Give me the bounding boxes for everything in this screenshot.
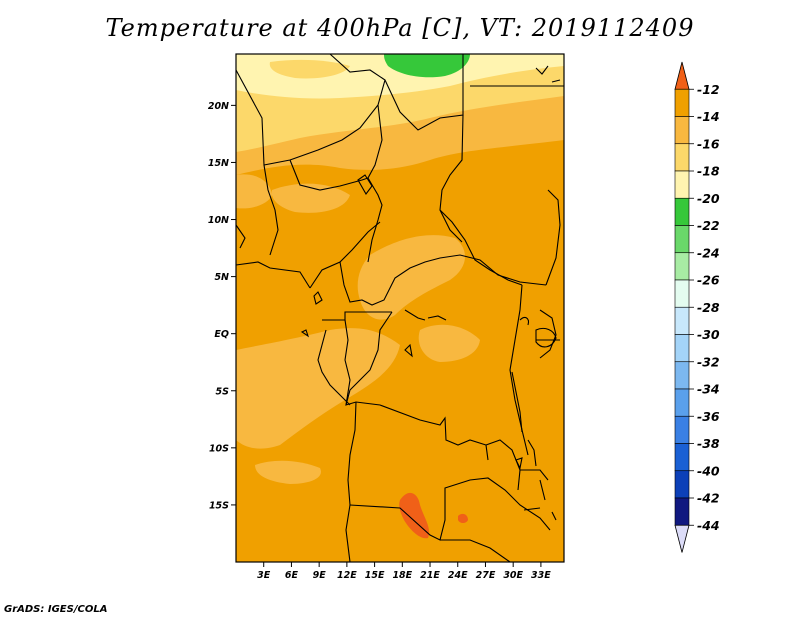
lon-tick-label: 9E bbox=[313, 570, 327, 581]
credit-label: GrADS: IGES/COLA bbox=[4, 604, 108, 615]
coastlines-lakes bbox=[235, 65, 561, 521]
legend-label: -14 bbox=[697, 109, 720, 124]
lon-tick-label: 30E bbox=[503, 570, 523, 581]
lon-tick-label: 24E bbox=[448, 570, 468, 581]
legend-label: -34 bbox=[697, 382, 720, 397]
legend-label: -32 bbox=[697, 354, 720, 369]
band-minus12-speck bbox=[458, 513, 468, 523]
temperature-field bbox=[236, 54, 564, 562]
legend-label: -16 bbox=[697, 136, 720, 151]
lat-tick-label: 10S bbox=[209, 443, 229, 454]
legend-swatch bbox=[674, 306, 690, 335]
legend-label: -36 bbox=[697, 409, 720, 424]
legend-swatch bbox=[674, 279, 690, 308]
lon-tick-label: 6E bbox=[285, 570, 299, 581]
lat-tick-label: 15N bbox=[208, 158, 229, 169]
legend-label: -20 bbox=[697, 191, 720, 206]
legend-swatch bbox=[674, 225, 690, 254]
legend-swatch bbox=[674, 170, 690, 199]
legend-swatch bbox=[674, 497, 690, 526]
color-legend: -12 -14 -16 -18 -20 -22 -24 -26 -28 -30 -32 -34 -36 -… bbox=[674, 61, 720, 553]
band-minus14-central bbox=[236, 140, 564, 562]
legend-label: -22 bbox=[697, 218, 720, 233]
band-minus22-green bbox=[384, 54, 470, 78]
legend-label: -42 bbox=[697, 491, 720, 506]
legend-label: -44 bbox=[697, 518, 720, 533]
legend-label: -38 bbox=[697, 436, 720, 451]
legend-swatch bbox=[674, 443, 690, 472]
longitude-axis: 3E 6E 9E 12E 15E 18E 21E 24E 27E 30E 33E bbox=[257, 562, 551, 581]
band-minus16-patch-south bbox=[255, 460, 321, 484]
legend-swatch bbox=[674, 116, 690, 145]
legend-label: -24 bbox=[697, 245, 720, 260]
lat-tick-label: EQ bbox=[214, 329, 229, 340]
lon-tick-label: 27E bbox=[476, 570, 496, 581]
lon-tick-label: 12E bbox=[337, 570, 357, 581]
lon-tick-label: 21E bbox=[420, 570, 440, 581]
legend-swatch bbox=[674, 88, 690, 117]
legend-arrow-bottom bbox=[674, 524, 690, 553]
lon-tick-label: 15E bbox=[365, 570, 385, 581]
legend-label: -28 bbox=[697, 300, 720, 315]
map-title: Temperature at 400hPa [C], VT: 201911240… bbox=[105, 14, 695, 42]
lat-tick-label: 5N bbox=[214, 272, 229, 283]
legend-label: -26 bbox=[697, 273, 720, 288]
legend-swatch bbox=[674, 334, 690, 363]
legend-swatch bbox=[674, 197, 690, 226]
lat-tick-label: 15S bbox=[209, 500, 229, 511]
legend-swatch bbox=[674, 143, 690, 172]
legend-swatch bbox=[674, 361, 690, 390]
lon-tick-label: 18E bbox=[392, 570, 412, 581]
band-minus16-patch-sahel bbox=[271, 183, 350, 213]
lat-tick-label: 20N bbox=[208, 101, 229, 112]
legend-label: -18 bbox=[697, 164, 720, 179]
legend-swatch bbox=[674, 388, 690, 417]
legend-swatch bbox=[674, 415, 690, 444]
band-minus16-patch-east bbox=[418, 324, 480, 362]
lon-tick-label: 3E bbox=[257, 570, 271, 581]
legend-swatch bbox=[674, 470, 690, 499]
lat-tick-label: 5S bbox=[216, 386, 230, 397]
band-minus16-patch-west bbox=[236, 328, 400, 449]
legend-label: -30 bbox=[697, 327, 720, 342]
legend-label: -40 bbox=[697, 463, 720, 478]
legend-label: -12 bbox=[697, 82, 720, 97]
legend-arrow-top bbox=[674, 61, 690, 90]
map-frame bbox=[235, 53, 565, 563]
band-minus18-inner bbox=[269, 59, 350, 79]
lat-tick-label: 10N bbox=[208, 215, 229, 226]
latitude-axis: 20N 15N 10N 5N EQ 5S 10S 15S bbox=[208, 101, 236, 511]
country-borders bbox=[235, 53, 564, 563]
band-minus16-patch-left-edge bbox=[236, 174, 272, 209]
legend-swatch bbox=[674, 252, 690, 281]
lon-tick-label: 33E bbox=[531, 570, 551, 581]
